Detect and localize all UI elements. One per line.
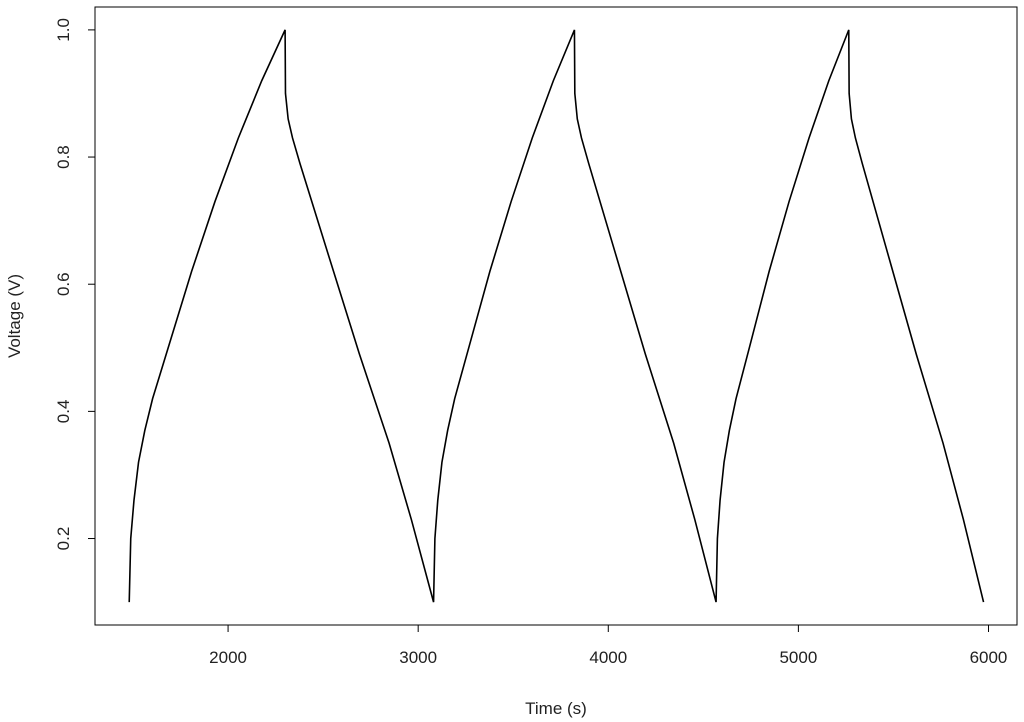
x-axis-title: Time (s) bbox=[525, 699, 587, 718]
data-line bbox=[128, 29, 985, 603]
x-tick-label: 2000 bbox=[209, 648, 247, 667]
y-tick-label: 0.6 bbox=[54, 272, 73, 296]
y-tick-label: 0.2 bbox=[54, 527, 73, 551]
y-tick-label: 0.4 bbox=[54, 400, 73, 424]
x-tick-label: 3000 bbox=[399, 648, 437, 667]
y-axis-title: Voltage (V) bbox=[5, 274, 24, 358]
x-tick-label: 6000 bbox=[970, 648, 1008, 667]
y-tick-label: 1.0 bbox=[54, 18, 73, 42]
plot-frame bbox=[94, 6, 1018, 626]
x-tick-label: 4000 bbox=[589, 648, 627, 667]
y-tick-label: 0.8 bbox=[54, 145, 73, 169]
x-tick-label: 5000 bbox=[779, 648, 817, 667]
